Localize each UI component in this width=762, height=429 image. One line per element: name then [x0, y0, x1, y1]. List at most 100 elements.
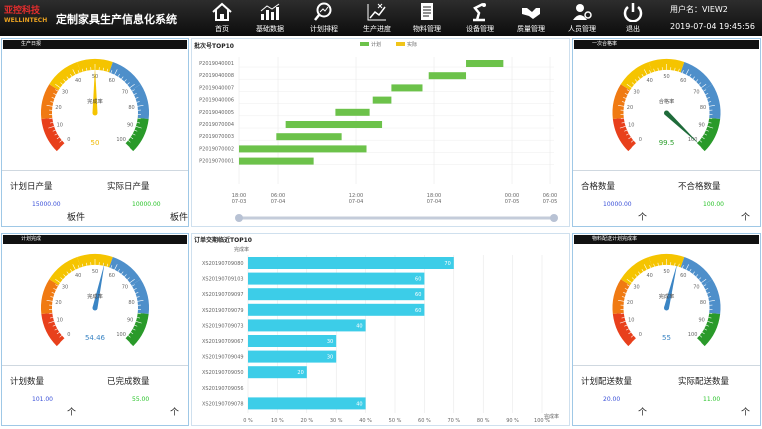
gauge-tick: [657, 262, 659, 266]
gauge-tick: [631, 143, 637, 148]
gantt-tick-date: 07-04: [349, 199, 364, 205]
gauge-tick: [46, 105, 53, 107]
order-bar-panel: 订单交期临近TOP10 完成率 0 % 10 % 20 % 30 % 40 % 50 % 60…: [191, 233, 570, 426]
left-unit: 个: [67, 408, 77, 418]
gauge-tick: [131, 284, 135, 287]
gauge-tick: [708, 317, 712, 319]
gauge-tick: [70, 74, 73, 77]
gauge-tick-label: 50: [663, 74, 669, 80]
nav-planning[interactable]: 计划排程: [302, 2, 346, 36]
gauge-tick: [129, 278, 135, 283]
gauge-tick: [136, 317, 140, 319]
gauge-tick: [55, 83, 61, 88]
nav-quality[interactable]: 质量管理: [509, 2, 553, 36]
bar-x-tick: 40 %: [359, 418, 372, 424]
gauge-tick: [121, 271, 124, 275]
gauge-value: 99.5: [659, 139, 675, 147]
gauge-tick: [134, 324, 138, 327]
left-unit: 个: [638, 408, 648, 418]
nav-personnel[interactable]: 人员管理: [560, 2, 604, 36]
power-icon: [623, 3, 643, 22]
nav-home[interactable]: 首页: [200, 2, 244, 36]
gauge-tick: [60, 277, 63, 280]
time-slider-handle-right[interactable]: [550, 214, 558, 222]
gauge-tick: [678, 68, 680, 72]
user-gear-icon: [573, 4, 592, 20]
gauge-tick-label: 20: [55, 300, 61, 306]
gauge-tick: [135, 321, 142, 324]
gauge-tick-label: 60: [680, 273, 686, 279]
gantt-title: 批次号TOP10: [194, 43, 234, 50]
right-stat-label: 实际配送数量: [678, 377, 730, 387]
gauge-tick: [135, 97, 139, 99]
gauge-segment: [125, 312, 149, 347]
gauge-tick-label: 60: [109, 78, 115, 84]
gantt-tick-time: 12:00: [349, 193, 363, 199]
gauge-tick-label: 70: [122, 89, 128, 95]
gauge-tick: [692, 271, 695, 275]
gauge-segment: [702, 84, 721, 120]
panel-title: 物料配送计划完成率: [574, 235, 759, 244]
bar: [248, 319, 366, 332]
nav-equipment[interactable]: 设备管理: [458, 2, 502, 36]
gantt-row-label: P2019070004: [199, 122, 234, 128]
bar: [248, 350, 337, 363]
gauge-tick: [114, 69, 118, 75]
gauge-tick-label: 90: [699, 122, 705, 128]
gantt-bar: [285, 121, 383, 128]
gauge-tick-label: 10: [628, 317, 634, 323]
right-stat-value: 10000.00: [132, 201, 161, 208]
gauge-tick: [682, 70, 684, 74]
right-stat-value: 55.00: [132, 396, 150, 403]
gauge-tick: [53, 288, 57, 290]
left-stat-value: 20.00: [603, 396, 621, 403]
gantt-bar: [372, 96, 392, 104]
gauge-tick: [72, 69, 76, 75]
left-stat-value: 101.00: [32, 396, 53, 403]
datetime: 2019-07-04 19:45:56: [670, 22, 755, 31]
gauge-tick: [136, 296, 140, 298]
magnifier-chart-icon: [314, 2, 332, 21]
gantt-row-label: P2019070001: [199, 159, 234, 165]
gauge-tick-label: 70: [693, 284, 699, 290]
panel-title: 生产日报: [3, 40, 187, 49]
bar-category-label: XS20190709079: [202, 308, 244, 314]
bar-category-label: XS20190709073: [202, 323, 244, 329]
gauge-tick: [127, 277, 130, 280]
gauge-label: 完成率: [87, 97, 103, 105]
nav-basic-data[interactable]: 基础数据: [248, 2, 292, 36]
bar-x-tick: 70 %: [447, 418, 460, 424]
bar-value-label: 40: [356, 323, 362, 329]
left-stat-label: 计划数量: [10, 377, 45, 387]
bar-category-label: XS20190709050: [202, 370, 244, 376]
nav-exit[interactable]: 退出: [611, 2, 655, 36]
gauge-segment: [680, 257, 713, 286]
right-unit: 板件: [170, 213, 189, 223]
bar: [248, 397, 366, 410]
time-slider-handle-left[interactable]: [235, 214, 243, 222]
gauge-tick: [56, 331, 60, 335]
gauge-tick: [60, 143, 65, 148]
nav-material[interactable]: 物料管理: [405, 2, 449, 36]
gauge-tick: [70, 269, 73, 272]
gantt-tick-date: 07-03: [232, 199, 247, 205]
gauge-tick: [50, 122, 54, 124]
gantt-row-label: P2019040008: [199, 73, 234, 79]
bar-value-label: 30: [327, 355, 333, 361]
gauge-tick: [63, 274, 66, 277]
bar-x-tick: 90 %: [506, 418, 519, 424]
bar-value-label: 60: [415, 292, 421, 298]
nav-progress[interactable]: 生产进度: [355, 2, 399, 36]
gauge-tick-label: 50: [92, 269, 98, 275]
gantt-tick-time: 18:00: [232, 193, 246, 199]
gauge-tick: [701, 331, 705, 335]
gauge-segment: [612, 117, 637, 152]
gauge-tick: [643, 264, 648, 270]
gauge-tick: [624, 324, 628, 327]
gauge-segment: [125, 117, 149, 152]
gauge-tick: [689, 74, 692, 77]
gauge-tick: [703, 284, 707, 287]
bar: [248, 366, 307, 379]
gauge-tick: [707, 126, 714, 129]
gauge-segment: [41, 312, 65, 347]
